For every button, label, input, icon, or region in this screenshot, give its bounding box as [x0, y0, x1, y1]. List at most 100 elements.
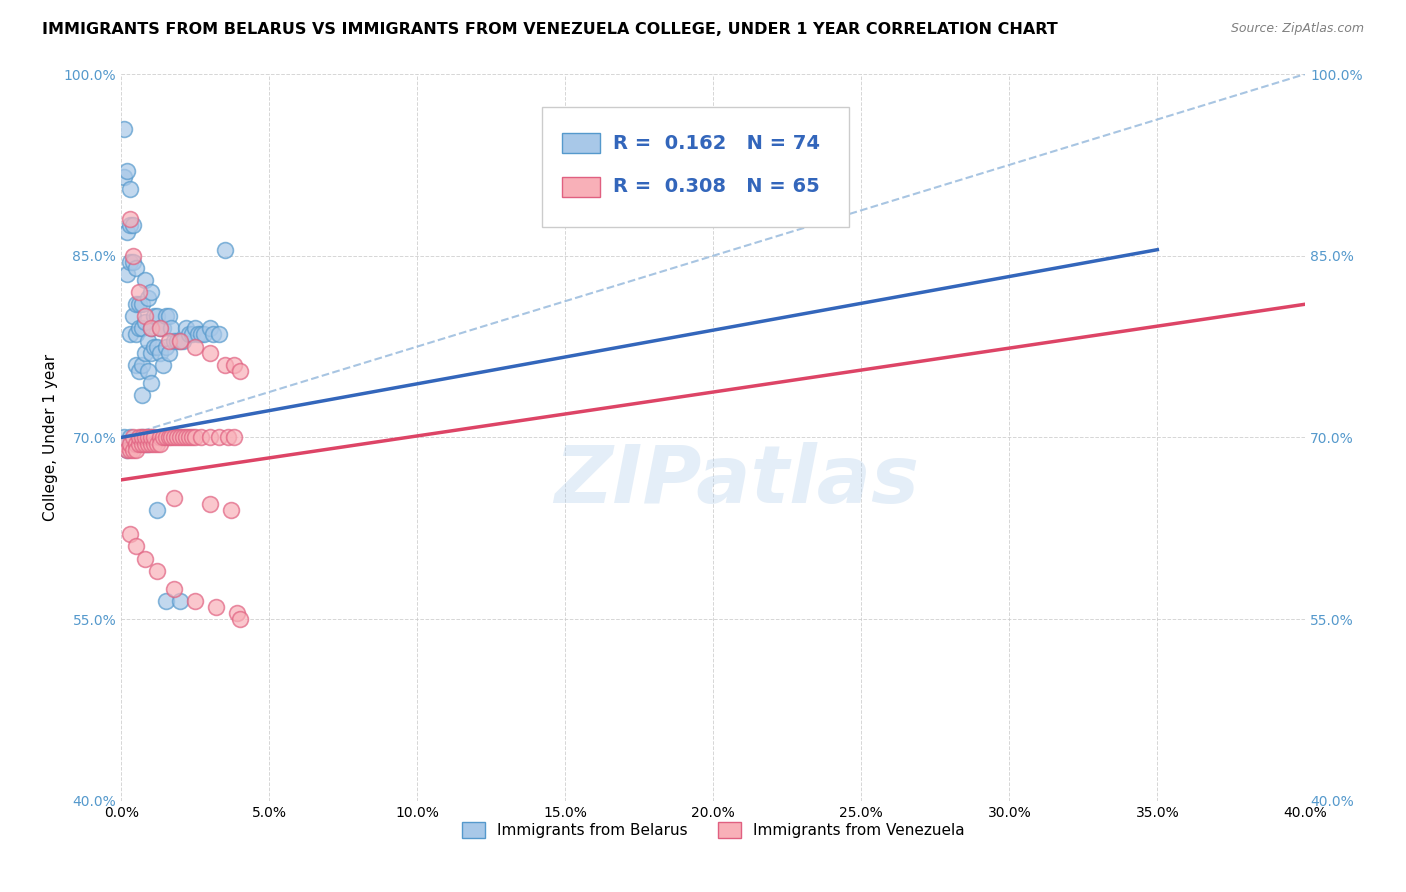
Point [169, 594, 191, 608]
FancyBboxPatch shape [561, 177, 599, 197]
Point [157, 310, 180, 324]
Legend: Immigrants from Belarus, Immigrants from Venezuela: Immigrants from Belarus, Immigrants from… [456, 816, 972, 844]
Point [131, 430, 153, 444]
Point [128, 364, 150, 378]
Point [118, 212, 141, 227]
Point [125, 260, 148, 275]
Point [118, 182, 141, 196]
Point [160, 321, 183, 335]
Point [219, 503, 242, 517]
Point [115, 164, 138, 178]
Point [174, 321, 197, 335]
Point [163, 430, 186, 444]
Point [179, 327, 201, 342]
Point [112, 169, 135, 184]
Point [187, 327, 209, 342]
Point [128, 297, 150, 311]
Point [169, 334, 191, 348]
Point [198, 497, 221, 511]
Point [155, 430, 177, 444]
Text: R =  0.162   N = 74: R = 0.162 N = 74 [613, 134, 820, 153]
Point [131, 297, 153, 311]
Point [172, 334, 194, 348]
Point [139, 376, 162, 390]
Text: Source: ZipAtlas.com: Source: ZipAtlas.com [1230, 22, 1364, 36]
Point [118, 436, 141, 450]
Text: ZIPatlas: ZIPatlas [554, 442, 920, 520]
Point [136, 436, 159, 450]
Point [136, 334, 159, 348]
Point [139, 345, 162, 359]
Point [208, 327, 231, 342]
Point [145, 503, 167, 517]
Point [142, 340, 165, 354]
Point [222, 430, 245, 444]
Point [155, 594, 177, 608]
Point [139, 430, 162, 444]
Point [115, 267, 138, 281]
Point [149, 436, 172, 450]
Point [169, 334, 191, 348]
Point [155, 310, 177, 324]
Point [163, 491, 186, 505]
FancyBboxPatch shape [541, 107, 849, 227]
Point [128, 321, 150, 335]
Text: IMMIGRANTS FROM BELARUS VS IMMIGRANTS FROM VENEZUELA COLLEGE, UNDER 1 YEAR CORRE: IMMIGRANTS FROM BELARUS VS IMMIGRANTS FR… [42, 22, 1057, 37]
Point [225, 606, 247, 620]
Point [160, 430, 183, 444]
Point [198, 430, 221, 444]
Point [139, 321, 162, 335]
Point [131, 321, 153, 335]
Point [125, 540, 148, 554]
Point [184, 321, 207, 335]
Point [128, 436, 150, 450]
Point [198, 321, 221, 335]
Point [131, 358, 153, 372]
Point [136, 436, 159, 450]
Point [149, 321, 172, 335]
Point [134, 345, 156, 359]
Point [217, 430, 239, 444]
Point [136, 364, 159, 378]
Point [214, 243, 236, 257]
Point [163, 582, 186, 596]
Point [139, 436, 162, 450]
Point [201, 327, 224, 342]
Y-axis label: College, Under 1 year: College, Under 1 year [44, 354, 58, 521]
Point [122, 219, 145, 233]
Point [134, 430, 156, 444]
Point [118, 430, 141, 444]
Point [118, 527, 141, 541]
Point [125, 442, 148, 457]
Point [122, 310, 145, 324]
Point [142, 310, 165, 324]
Point [152, 358, 174, 372]
Point [157, 345, 180, 359]
Point [157, 334, 180, 348]
Point [128, 430, 150, 444]
Point [157, 430, 180, 444]
Point [228, 364, 250, 378]
Point [174, 430, 197, 444]
Point [184, 594, 207, 608]
Point [198, 345, 221, 359]
Point [136, 430, 159, 444]
Point [152, 430, 174, 444]
Point [166, 334, 188, 348]
Point [155, 340, 177, 354]
Point [128, 436, 150, 450]
Point [149, 345, 172, 359]
Point [122, 436, 145, 450]
Point [181, 327, 204, 342]
Point [115, 442, 138, 457]
Point [190, 327, 212, 342]
Point [134, 436, 156, 450]
Point [228, 612, 250, 626]
Point [139, 285, 162, 299]
Point [112, 436, 135, 450]
Point [125, 436, 148, 450]
Point [118, 442, 141, 457]
Point [179, 430, 201, 444]
Point [112, 430, 135, 444]
Point [169, 430, 191, 444]
